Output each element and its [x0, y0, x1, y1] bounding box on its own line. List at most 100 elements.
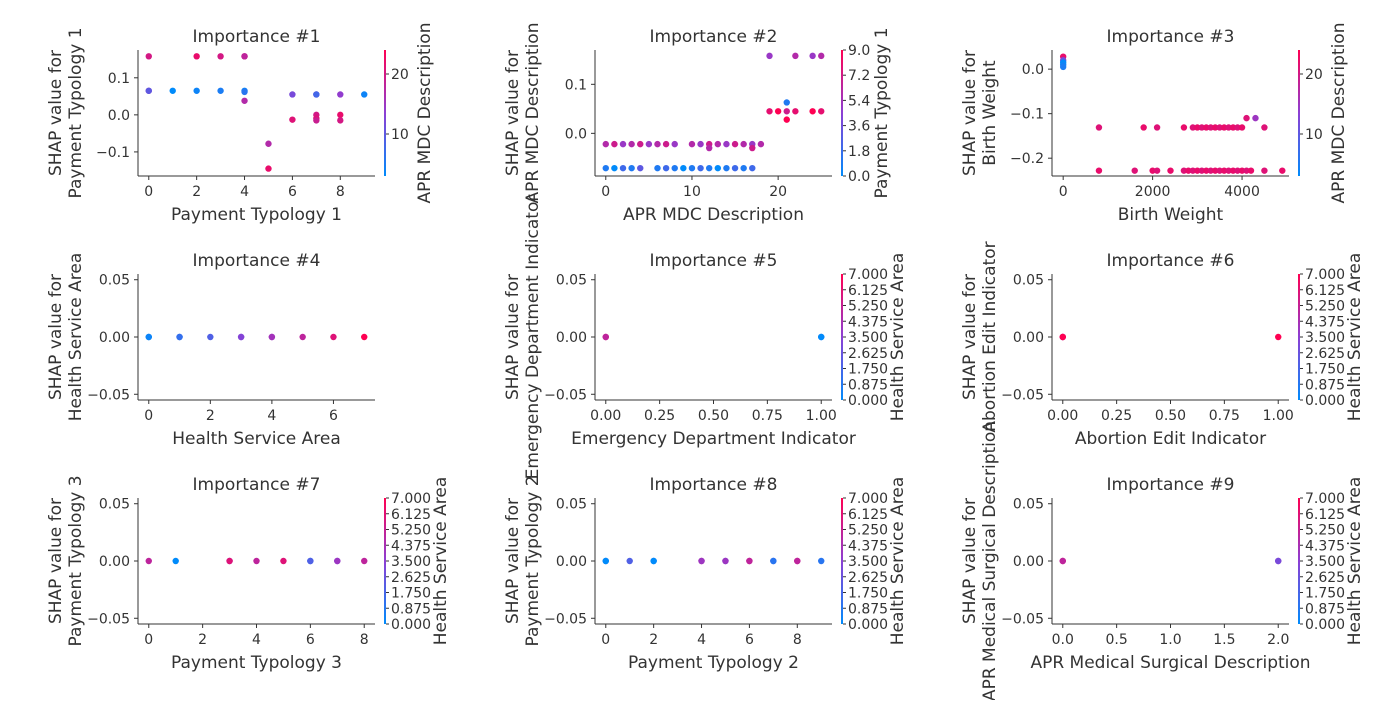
x-tick-label: 0.75: [752, 408, 783, 424]
x-tick-label: 4: [240, 184, 249, 200]
data-point: [1207, 124, 1214, 131]
data-point: [671, 164, 678, 172]
y-axis-label-line: SHAP value for: [46, 50, 66, 176]
colorbar-label: Payment Typology 1: [872, 27, 892, 198]
colorbar-label: APR MDC Description: [415, 23, 435, 204]
colorbar: [1298, 50, 1300, 176]
colorbar-tick-label: 0.875: [848, 601, 888, 617]
colorbar: [1298, 498, 1300, 624]
data-point: [226, 557, 233, 565]
data-point: [619, 164, 627, 172]
colorbar-label: Health Service Area: [888, 253, 908, 422]
data-point: [809, 52, 816, 60]
data-point: [299, 333, 306, 341]
data-point: [334, 557, 341, 565]
y-tick-label: 0.00: [1013, 554, 1044, 570]
data-point: [818, 52, 825, 60]
colorbar-tick-label: 6.125: [848, 283, 888, 299]
y-axis-label: SHAP value forAPR Medical Surgical Descr…: [960, 421, 1000, 700]
data-point: [313, 117, 320, 124]
y-tick-label: 0.00: [556, 554, 587, 570]
data-point: [611, 164, 618, 172]
data-point: [619, 140, 627, 148]
colorbar: [841, 50, 843, 176]
colorbar-tick-label: 1.750: [1305, 362, 1345, 378]
y-axis-label: SHAP value forPayment Typology 1: [46, 27, 86, 198]
data-point: [645, 140, 653, 148]
y-tick-label: −0.05: [87, 387, 130, 403]
colorbar: [841, 498, 843, 624]
data-point: [241, 88, 248, 96]
y-tick-label: 0.0: [108, 108, 130, 124]
x-axis-label: Birth Weight: [1118, 205, 1224, 225]
y-tick-label: −0.05: [544, 387, 587, 403]
y-axis-label-line: Payment Typology 3: [66, 475, 86, 646]
y-tick-label: 0.1: [108, 71, 130, 87]
chart-panel-4: Importance #4 0 2 4 6 −0.05 0.00 0.05 Health Ser…: [46, 251, 375, 449]
colorbar-tick-label: 3.500: [391, 554, 431, 570]
x-tick-label: 0: [144, 632, 153, 648]
x-tick-label: 1.0: [1159, 632, 1181, 648]
colorbar-tick-label: 5.250: [1305, 299, 1345, 315]
x-tick-label: 1.00: [1263, 408, 1294, 424]
x-tick-label: 4: [697, 632, 706, 648]
x-tick-label: 0.75: [1209, 408, 1240, 424]
data-point: [1194, 124, 1201, 131]
colorbar-tick-label: 6.125: [1305, 507, 1345, 523]
data-point: [1243, 114, 1250, 122]
chart-panel-9: Importance #9 0.0 0.5 1.0 1.5 2.0 −0.05 0.00 0.0…: [960, 421, 1365, 701]
y-axis-label-line: APR MDC Description: [523, 23, 543, 204]
y-axis-label-line: SHAP value for: [960, 274, 980, 400]
data-point: [145, 333, 152, 341]
y-axis-label-line: SHAP value for: [503, 50, 523, 176]
colorbar-tick-label: 0.000: [1305, 393, 1345, 409]
chart-title: Importance #2: [650, 27, 778, 47]
colorbar-tick-label: 1.750: [1305, 586, 1345, 602]
colorbar-tick-label: 0.875: [1305, 601, 1345, 617]
data-point: [637, 140, 644, 148]
x-tick-label: 0: [144, 184, 153, 200]
colorbar-tick-label: 5.250: [391, 523, 431, 539]
data-point: [1167, 167, 1174, 174]
x-tick-label: 6: [306, 632, 315, 648]
colorbar-tick-label: 7.000: [1305, 491, 1345, 507]
data-point: [1095, 124, 1103, 131]
data-point: [654, 140, 661, 148]
x-axis-label: Payment Typology 2: [628, 653, 799, 673]
data-point: [1216, 124, 1223, 131]
y-axis-label-line: Birth Weight: [980, 60, 1000, 166]
data-point: [207, 333, 214, 341]
colorbar-tick-label: 7.000: [848, 491, 888, 507]
colorbar-tick-label: 3.500: [848, 330, 888, 346]
x-tick-label: 2.0: [1267, 632, 1289, 648]
colorbar-tick-label: 2.625: [1305, 346, 1345, 362]
x-axis-label: Payment Typology 1: [171, 205, 342, 225]
data-point: [1216, 167, 1223, 174]
data-point: [1275, 333, 1282, 341]
data-point: [268, 333, 276, 341]
x-tick-label: 2: [192, 184, 201, 200]
colorbar-tick-label: 3.500: [1305, 330, 1345, 346]
data-point: [1189, 124, 1197, 131]
chart-panel-8: Importance #8 0 2 4 6 8 −0.05 0.00 0.05 Payment T…: [503, 475, 908, 673]
x-tick-label: 6: [745, 632, 754, 648]
y-tick-label: 0.05: [99, 273, 130, 289]
chart-panel-7: Importance #7 0 2 4 6 8 −0.05 0.00 0.05 Payment T…: [46, 475, 451, 673]
data-point: [746, 557, 753, 565]
data-point: [1212, 124, 1219, 131]
chart-title: Importance #5: [650, 251, 778, 271]
colorbar-tick-label: 1.750: [391, 586, 431, 602]
data-point: [697, 140, 704, 148]
data-point: [1238, 167, 1246, 174]
data-point: [662, 164, 670, 172]
x-axis-label: Abortion Edit Indicator: [1075, 429, 1266, 449]
data-point: [145, 87, 152, 94]
data-point: [145, 53, 152, 60]
y-tick-label: 0.05: [556, 273, 587, 289]
data-point: [705, 164, 713, 172]
colorbar-tick-label: 0.0: [848, 169, 870, 185]
data-point: [1198, 124, 1206, 131]
data-point: [169, 87, 176, 94]
